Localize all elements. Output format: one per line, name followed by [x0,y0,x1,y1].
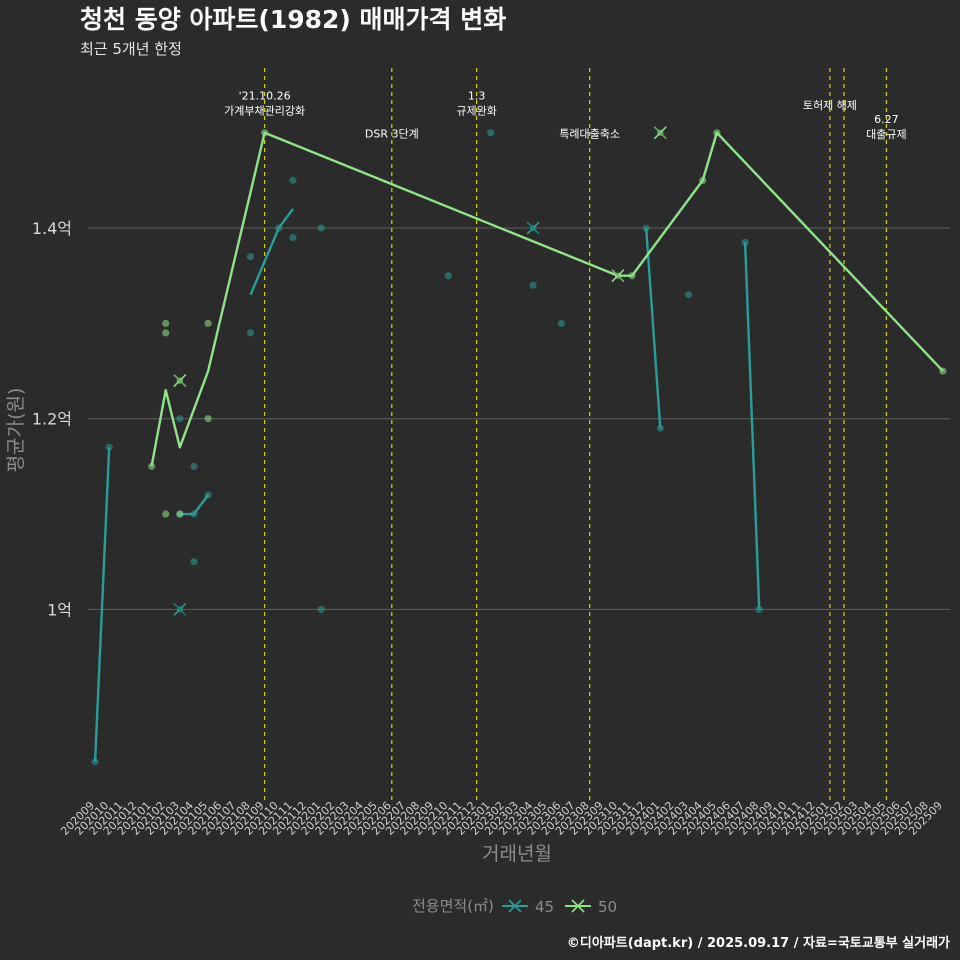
data-point [289,176,297,184]
data-point [147,462,156,470]
legend-title: 전용면적(㎡) [412,897,494,915]
event-annotation: '21.10.26 [239,89,291,102]
legend-label: 45 [535,898,554,916]
data-point [204,415,212,423]
data-point [246,253,255,261]
data-point [162,510,170,518]
data-point [557,319,565,327]
mean-marker [173,602,187,616]
data-point [204,319,212,327]
source-caption: ©디아파트(dapt.kr) / 2025.09.17 / 자료=국토교통부 실… [567,935,950,951]
data-point [529,281,537,289]
data-point [317,224,325,232]
legend-item-50: 50 [565,898,617,916]
y-tick-label: 1억 [47,600,72,619]
data-point [289,233,297,242]
y-tick-label: 1.4억 [32,219,72,238]
series-line-45 [743,242,761,610]
series-line-50 [150,131,944,467]
series-line-45 [179,494,210,516]
event-annotation: DSR 3단계 [365,127,419,140]
y-tick-label: 1.2억 [32,410,72,429]
data-point [444,272,452,280]
data-point [246,329,255,337]
data-point [487,129,495,137]
data-point [190,462,198,470]
mean-marker [173,374,187,388]
event-annotation: 토허제 해제 [803,98,857,112]
event-annotation: 규제완화 [456,104,496,117]
mean-marker [526,221,540,235]
data-point [162,319,170,327]
y-axis-label: 평균가(원) [5,388,27,473]
event-annotation: 특례대출축소 [559,127,620,140]
plot-area: 1억1.2억1.4억202009202010202011202012202101… [32,68,950,838]
mean-marker [653,126,667,140]
data-point [190,558,198,566]
data-point [684,291,693,299]
data-point [162,329,170,337]
legend-label: 50 [598,898,617,916]
event-annotation: 6.27 [874,113,899,126]
series-line-45 [644,227,662,429]
event-annotation: 가계부채관리강화 [224,104,305,117]
legend-item-45: 45 [502,898,554,916]
data-point [317,605,325,613]
chart-subtitle: 최근 5개년 한정 [80,40,182,58]
chart-title: 청천 동양 아파트(1982) 매매가격 변화 [80,5,506,34]
series-line-45 [249,208,294,296]
mean-marker [611,269,625,283]
data-point [176,415,184,423]
legend: 전용면적(㎡) 45 50 [412,897,617,916]
data-point [755,605,763,613]
data-point [656,424,664,432]
event-annotation: 1.3 [468,89,486,102]
series-line-45 [93,447,111,762]
x-axis-label: 거래년월 [482,843,552,865]
data-point [176,510,184,518]
event-annotation: 대출규제 [866,128,906,141]
